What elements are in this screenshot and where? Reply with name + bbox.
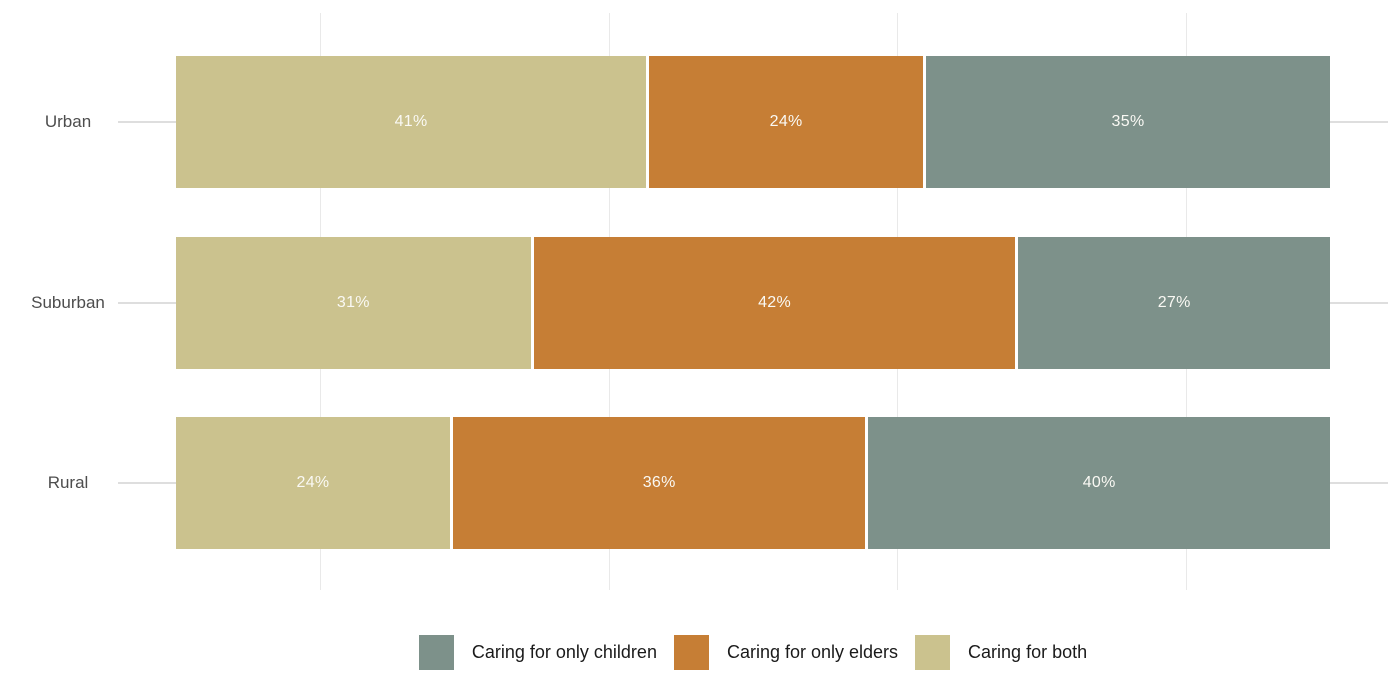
legend-swatch (418, 635, 454, 670)
bar-value-label: 42% (758, 294, 792, 311)
bar-segment-caring-for-both: 31% (176, 237, 534, 369)
bar-suburban: 31% 42% 27% (176, 237, 1330, 369)
bar-value-label: 36% (642, 474, 676, 491)
bar-value-label: 27% (1157, 294, 1191, 311)
bar-value-label: 41% (394, 113, 428, 130)
bar-value-label: 31% (336, 294, 370, 311)
bar-segment-caring-for-only-children: 35% (926, 56, 1330, 188)
bar-segment-caring-for-only-elders: 36% (452, 417, 869, 549)
y-axis-label-rural: Rural (47, 473, 89, 492)
legend-item-caring-for-only-children: Caring for only children (418, 635, 657, 670)
bar-rural: 24% 36% 40% (176, 417, 1330, 549)
legend-label: Caring for both (968, 642, 1088, 662)
bar-value-label: 24% (296, 474, 330, 491)
bar-value-label: 40% (1082, 474, 1116, 491)
bar-urban: 41% 24% 35% (176, 56, 1330, 188)
legend-swatch (915, 635, 951, 670)
y-axis-label-urban: Urban (44, 112, 92, 131)
legend-item-caring-for-both: Caring for both (915, 635, 1087, 670)
legend-label: Caring for only children (471, 642, 657, 662)
bar-segment-caring-for-only-elders: 42% (533, 237, 1019, 369)
bar-segment-caring-for-only-children: 27% (1018, 237, 1330, 369)
plot-panel: Urban 41% 24% 35% Suburban 31% 42% 27% Rural 24% 3… (31, 13, 1388, 590)
legend-swatch (673, 635, 709, 670)
legend-item-caring-for-only-elders: Caring for only elders (673, 635, 899, 670)
bar-segment-caring-for-both: 41% (176, 56, 650, 188)
legend-label: Caring for only elders (726, 642, 899, 662)
bar-segment-caring-for-only-children: 40% (868, 417, 1330, 549)
bar-value-label: 35% (1111, 113, 1145, 130)
bar-segment-caring-for-both: 24% (176, 417, 453, 549)
legend: Caring for only children Caring for only … (118, 635, 1388, 670)
bar-segment-caring-for-only-elders: 24% (649, 56, 927, 188)
bar-value-label: 24% (769, 113, 803, 130)
y-axis-label-suburban: Suburban (31, 293, 105, 312)
